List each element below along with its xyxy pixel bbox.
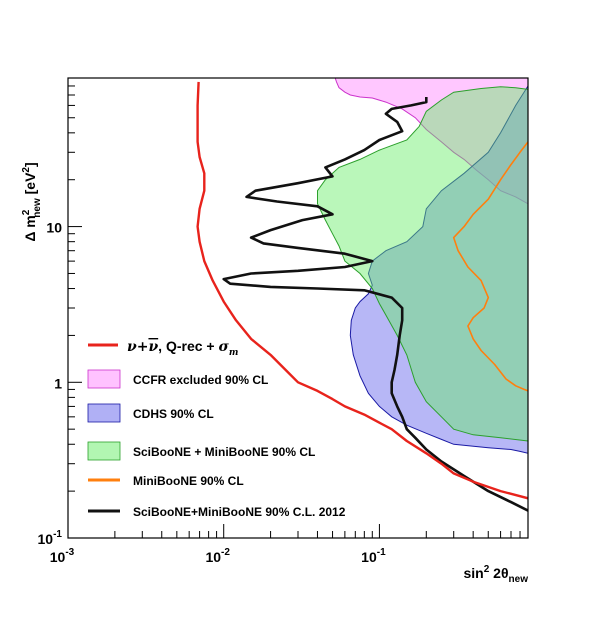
legend-entry-mb: MiniBooNE 90% CL	[88, 474, 244, 488]
curve-mb	[452, 141, 528, 392]
curve-nu	[196, 81, 528, 500]
legend-swatch-sbmb	[87, 441, 121, 461]
legend-entry-ccfr: CCFR excluded 90% CL	[87, 369, 268, 389]
region-sbmb	[317, 86, 528, 442]
legend-entry-nu: ν+ν, Q-rec + σm	[88, 338, 238, 358]
legend-label-ccfr: CCFR excluded 90% CL	[133, 373, 268, 387]
x-tick-label: 10-2	[205, 547, 230, 565]
ticks-layer: 10-3 10-2 10-1 10-1 1 10	[38, 77, 529, 565]
legend-label-cdhs: CDHS 90% CL	[133, 407, 214, 421]
legend-label-sens: SciBooNE+MiniBooNE 90% C.L. 2012	[133, 505, 346, 519]
y-tick-label: 10-1	[38, 529, 63, 547]
lines-layer	[196, 81, 528, 512]
y-tick-label: 10	[46, 220, 62, 236]
legend-entry-sens: SciBooNE+MiniBooNE 90% C.L. 2012	[88, 505, 346, 519]
legend-entry-sbmb: SciBooNE + MiniBooNE 90% CL	[87, 441, 315, 461]
x-tick-label: 10-3	[50, 547, 75, 565]
x-axis-label: sin2 2θnew	[464, 564, 529, 585]
y-tick-label: 1	[54, 375, 62, 391]
legend-entry-cdhs: CDHS 90% CL	[87, 403, 214, 423]
legend-swatch-ccfr	[87, 369, 121, 389]
curve-sens	[222, 97, 528, 512]
x-tick-label: 10-1	[361, 547, 386, 565]
legend-label-nu: ν+ν, Q-rec + σm	[127, 338, 238, 358]
legend-swatch-cdhs	[87, 403, 121, 423]
legend: ν+ν, Q-rec + σm CCFR excluded 90% CL CDH…	[87, 338, 346, 519]
legend-label-sbmb: SciBooNE + MiniBooNE 90% CL	[133, 445, 315, 459]
y-axis-label: Δ m2new [eV2]	[21, 162, 43, 241]
legend-label-mb: MiniBooNE 90% CL	[133, 474, 244, 488]
